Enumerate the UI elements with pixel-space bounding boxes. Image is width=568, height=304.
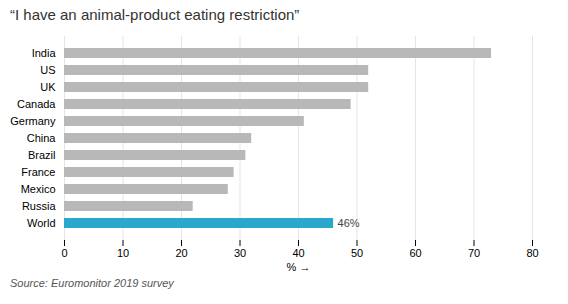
svg-text:80: 80: [526, 247, 538, 259]
svg-text:China: China: [27, 132, 57, 144]
svg-text:Mexico: Mexico: [21, 183, 56, 195]
svg-text:10: 10: [117, 247, 129, 259]
svg-text:UK: UK: [40, 81, 56, 93]
svg-text:50: 50: [351, 247, 363, 259]
svg-text:46%: 46%: [338, 217, 360, 229]
svg-text:World: World: [27, 217, 56, 229]
html-text:Source: Euromonitor 2019 surve: Source: Euromonitor 2019 survey: [10, 277, 174, 289]
svg-text:Germany: Germany: [10, 115, 56, 127]
svg-text:70: 70: [468, 247, 480, 259]
svg-text:40: 40: [292, 247, 304, 259]
svg-text:Russia: Russia: [22, 200, 57, 212]
svg-text:% →: % →: [287, 261, 311, 273]
svg-text:US: US: [40, 64, 55, 76]
html-text:“I have an animal-product eati: “I have an animal-product eating restric…: [10, 6, 300, 23]
svg-text:France: France: [21, 166, 55, 178]
svg-text:0: 0: [61, 247, 67, 259]
svg-text:Brazil: Brazil: [28, 149, 56, 161]
svg-text:Canada: Canada: [17, 98, 56, 110]
svg-text:20: 20: [175, 247, 187, 259]
svg-text:India: India: [32, 47, 57, 59]
svg-text:30: 30: [234, 247, 246, 259]
svg-text:60: 60: [409, 247, 421, 259]
